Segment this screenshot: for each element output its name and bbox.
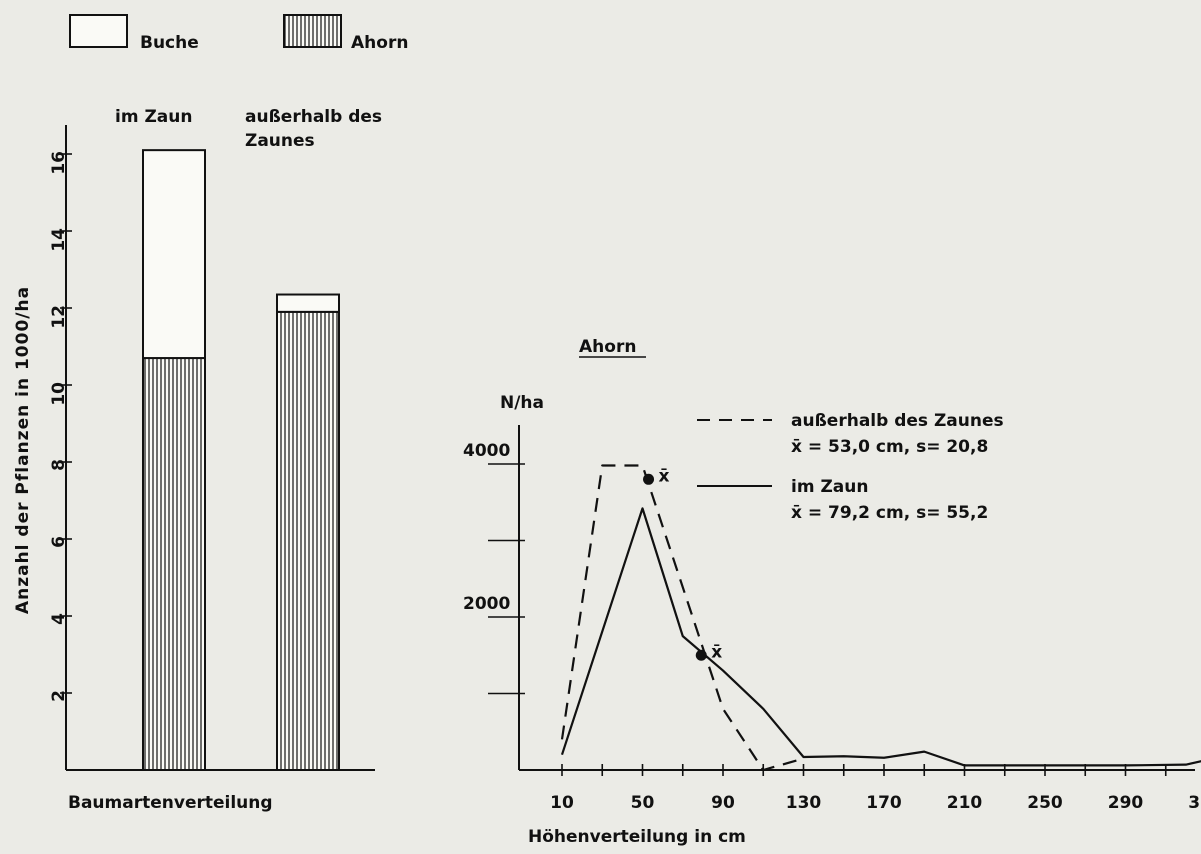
line-x-ticks: 10 50 90 130 170 210 250 290 330	[550, 764, 1201, 813]
bar-y-tick-label: 12	[49, 305, 69, 329]
line-x-tick-label: 170	[866, 793, 902, 813]
line-y-axis-label: N/ha	[500, 393, 544, 413]
bar-category-label-line: Zaunes	[245, 131, 315, 151]
bar-category-label-in-fence: im Zaun	[115, 107, 192, 127]
line-y-tick-label: 4000	[463, 441, 510, 461]
bar-category-label-outside-fence: außerhalb des Zaunes	[245, 107, 388, 151]
legend-stats-outside: x̄ = 53,0 cm, s= 20,8	[791, 437, 988, 457]
line-x-tick-label: 10	[550, 793, 574, 813]
bar-segment-buche	[142, 149, 206, 360]
bar-y-tick-label: 6	[49, 536, 69, 548]
bar-category-label-line: außerhalb des	[245, 107, 382, 127]
legend-swatch-ahorn	[283, 14, 342, 48]
bar-x-axis-label: Baumartenverteilung	[68, 793, 273, 813]
line-x-tick-label: 50	[631, 793, 655, 813]
line-x-tick-label: 330	[1188, 793, 1201, 813]
bar-y-tick-label: 14	[49, 228, 69, 252]
mean-label: x̄	[659, 466, 670, 486]
bar-group	[142, 149, 340, 771]
bar-y-tick-label: 8	[49, 459, 69, 471]
line-chart: Ahorn N/ha 4000 2000 10 50 90 130 170 210 250 29…	[463, 337, 1201, 847]
line-y-tick-label: 2000	[463, 594, 510, 614]
line-x-tick-label: 290	[1108, 793, 1144, 813]
mean-marker	[643, 473, 655, 485]
line-x-tick-label: 250	[1027, 793, 1063, 813]
line-chart-title: Ahorn	[579, 337, 636, 357]
bar-y-axis-label: Anzahl der Pflanzen in 1000/ha	[13, 286, 33, 614]
legend-stats-in-fence: x̄ = 79,2 cm, s= 55,2	[791, 503, 988, 523]
legend-label-in-fence: im Zaun	[791, 477, 868, 497]
legend-label-outside: außerhalb des Zaunes	[791, 411, 1004, 431]
bar-legend: Buche Ahorn	[69, 14, 408, 53]
line-y-ticks: 4000 2000	[463, 441, 525, 695]
line-series-group: x̄ x̄	[560, 464, 1201, 772]
bar-segment-buche	[276, 293, 340, 313]
bar-segment-ahorn	[276, 310, 340, 771]
bar-y-tick-label: 16	[49, 151, 69, 175]
legend-label-ahorn: Ahorn	[351, 33, 408, 53]
mean-label: x̄	[711, 642, 722, 662]
series-line-outside-fence	[560, 464, 804, 772]
legend-swatch-buche	[69, 14, 128, 48]
series-line-in-fence	[560, 507, 1201, 767]
bar-y-tick-label: 4	[49, 613, 69, 625]
line-legend: außerhalb des Zaunes x̄ = 53,0 cm, s= 20…	[697, 411, 1004, 523]
line-x-tick-label: 130	[786, 793, 822, 813]
legend-label-buche: Buche	[140, 33, 199, 53]
bar-y-tick-label: 2	[49, 690, 69, 702]
bar-chart: Buche Ahorn im Zaun außerhalb des Zaunes…	[13, 14, 408, 813]
bar-segment-ahorn	[142, 357, 206, 771]
line-x-axis-label: Höhenverteilung in cm	[528, 827, 746, 847]
line-x-tick-label: 210	[947, 793, 983, 813]
mean-marker	[695, 649, 707, 661]
bar-y-ticks: 2 4 6 8 10 12 14 16	[49, 151, 72, 702]
line-x-tick-label: 90	[711, 793, 735, 813]
bar-y-tick-label: 10	[49, 382, 69, 406]
